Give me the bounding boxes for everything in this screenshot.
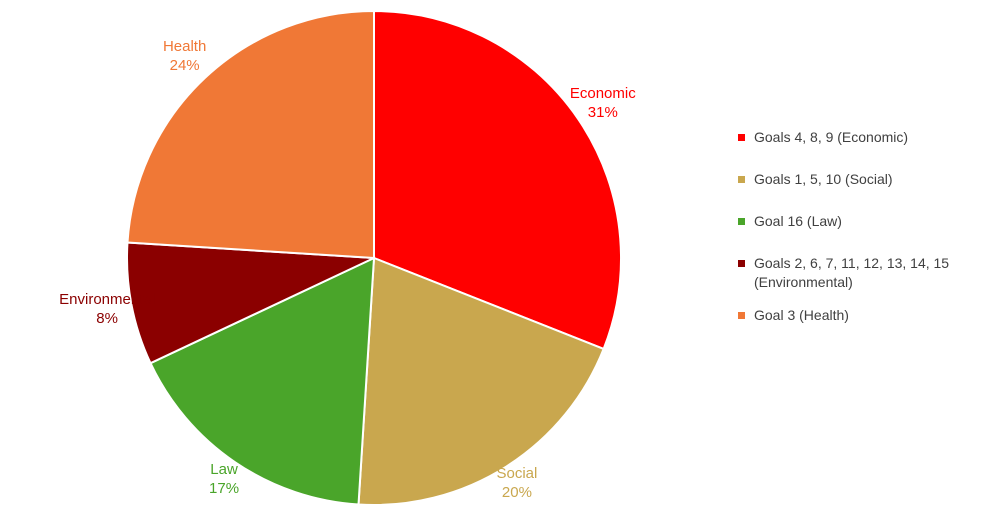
slice-label-name: Law [210,460,238,478]
legend-label: Goals 1, 5, 10 (Social) [754,171,893,187]
slice-label-environmental: Environmental 8% [59,290,155,328]
pie-slice-environmental [126,241,375,365]
legend-item-social: Goals 1, 5, 10 (Social) [738,170,978,212]
legend-swatch [738,218,745,225]
pie-slice-law [149,256,376,506]
slice-label-law: Law 17% [209,460,239,498]
pie-slice-health [126,9,375,260]
slice-label-name: Health [162,38,207,56]
legend-label: Goal 3 (Health) [754,307,849,323]
legend-item-law: Goal 16 (Law) [738,212,978,254]
legend: Goals 4, 8, 9 (Economic) Goals 1, 5, 10 (… [738,128,978,348]
slice-label-name: Economic [569,84,636,102]
legend-item-health: Goal 3 (Health) [738,306,978,348]
legend-item-economic: Goals 4, 8, 9 (Economic) [738,128,978,170]
legend-label: Goal 16 (Law) [754,213,842,229]
legend-swatch [738,134,745,141]
slice-label-social: Social 20% [496,464,537,502]
slice-label-name: Social [496,465,538,483]
legend-label: Goals 4, 8, 9 (Economic) [754,129,909,145]
legend-item-environmental: Goals 2, 6, 7, 11, 12, 13, 14, 15 (Envir… [738,254,978,306]
slice-label-percent: 17% [209,479,240,497]
slice-label-percent: 24% [169,57,200,75]
slice-label-percent: 31% [587,103,618,121]
slice-label-percent: 20% [501,484,532,502]
legend-swatch [738,176,745,183]
slice-label-health: Health 24% [163,37,206,75]
slice-label-name: Environmental [59,290,156,308]
legend-swatch [738,260,745,267]
legend-swatch [738,312,745,319]
pie-slice-economic [373,9,622,351]
legend-label: Goals 2, 6, 7, 11, 12, 13, 14, 15 (Envir… [754,255,950,290]
slice-label-percent: 8% [96,309,118,327]
slice-label-economic: Economic 31% [570,84,636,122]
pie-slice-social [357,256,605,506]
